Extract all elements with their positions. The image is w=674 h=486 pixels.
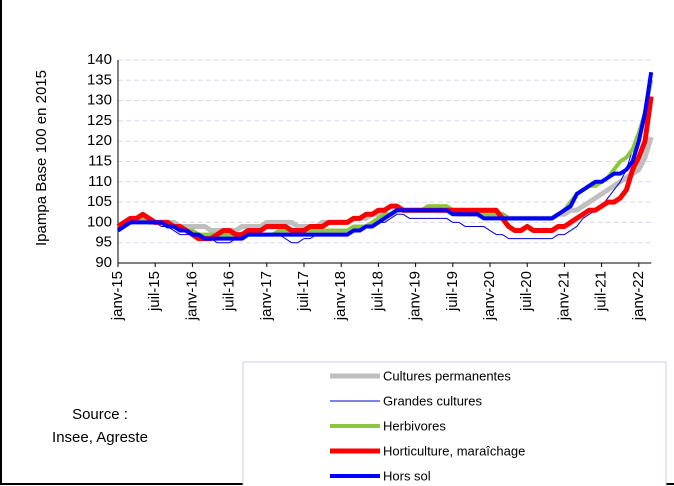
x-tick-label: janv-22 xyxy=(630,271,647,321)
x-tick-label: juil-19 xyxy=(444,271,461,312)
x-tick-label: janv-19 xyxy=(407,271,424,321)
x-tick-label: janv-18 xyxy=(332,271,349,321)
legend-label: Cultures permanentes xyxy=(383,368,511,383)
x-tick-label: juil-20 xyxy=(518,271,535,312)
x-tick-label: janv-20 xyxy=(481,271,498,321)
legend-label: Hors sol xyxy=(383,468,431,483)
y-tick-label: 120 xyxy=(87,132,112,149)
legend-box xyxy=(242,361,667,486)
source: Source : xyxy=(72,406,128,423)
x-tick-label: juil-18 xyxy=(369,271,386,312)
y-tick-label: 95 xyxy=(95,234,112,251)
y-tick-label: 100 xyxy=(87,213,112,230)
x-tick-label: juil-17 xyxy=(295,271,312,312)
y-tick-label: 110 xyxy=(88,173,112,190)
y-axis-label: Ipampa Base 100 en 2015 xyxy=(33,70,50,246)
y-tick-label: 125 xyxy=(87,112,112,129)
x-tick-label: juil-21 xyxy=(593,271,610,312)
y-tick-label: 115 xyxy=(88,152,112,169)
y-tick-label: 105 xyxy=(87,193,112,210)
y-tick-label: 130 xyxy=(87,92,112,109)
x-tick-label: janv-16 xyxy=(183,271,200,321)
legend-label: Grandes cultures xyxy=(383,393,482,408)
x-tick-label: janv-21 xyxy=(555,271,572,321)
x-tick-label: juil-15 xyxy=(146,271,163,312)
y-tick-label: 140 xyxy=(87,51,112,68)
x-tick-label: janv-15 xyxy=(109,271,126,321)
y-tick-label: 90 xyxy=(95,254,112,271)
legend-label: Herbivores xyxy=(383,418,446,433)
legend-label: Horticulture, maraîchage xyxy=(383,443,525,458)
series-line xyxy=(116,71,654,241)
x-tick-label: juil-16 xyxy=(221,271,238,312)
x-tick-label: janv-17 xyxy=(258,271,275,321)
y-tick-label: 135 xyxy=(87,71,112,88)
source: Insee, Agreste xyxy=(52,429,148,446)
